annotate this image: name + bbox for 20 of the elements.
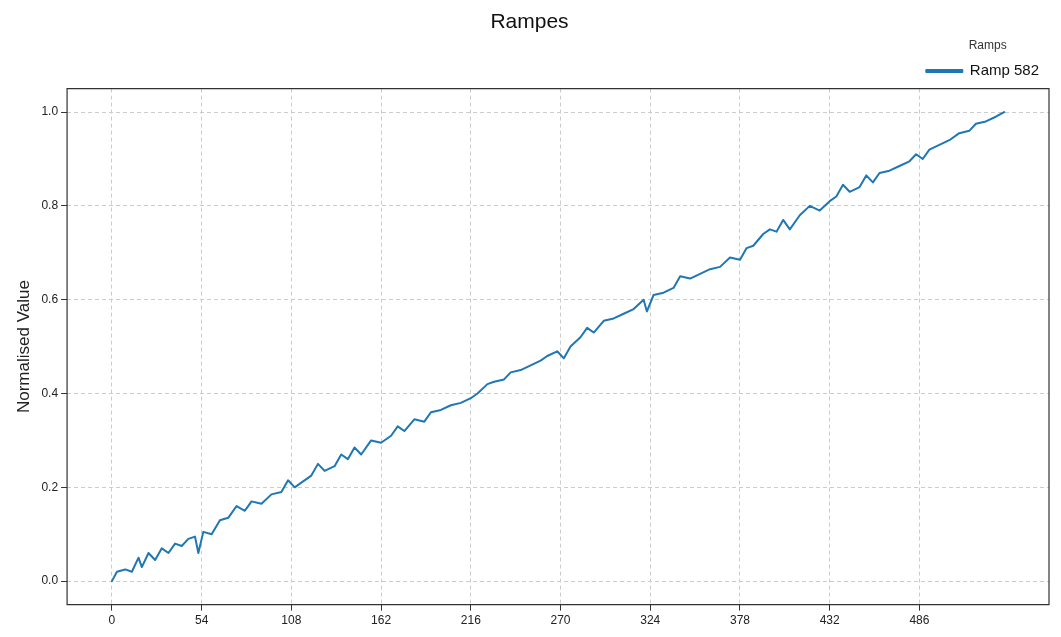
- y-tick-label: 0.6: [41, 292, 59, 306]
- x-tick-label: 108: [281, 613, 302, 628]
- legend-title: Ramps: [968, 37, 1007, 52]
- x-tick-label: 216: [460, 613, 482, 628]
- y-tick-label: 0.8: [41, 198, 59, 213]
- x-tick-label: 162: [371, 613, 392, 628]
- x-tick-label: 270: [550, 613, 571, 628]
- legend-label: Ramp 582: [969, 61, 1040, 79]
- x-tick-label: 486: [909, 613, 930, 628]
- y-tick-label: 0.4: [41, 385, 59, 400]
- x-tick-label: 54: [194, 613, 209, 628]
- y-tick-label: 0.2: [41, 479, 59, 494]
- x-tick-label: 324: [640, 613, 661, 628]
- y-axis-title: Normalised Value: [13, 280, 33, 414]
- x-tick-label: 378: [729, 613, 751, 628]
- y-tick-label: 0.0: [41, 573, 59, 588]
- x-tick-label: 0: [108, 613, 116, 628]
- chart-title: Rampes: [490, 9, 569, 33]
- y-tick-label: 1.0: [41, 104, 59, 119]
- x-tick-label: 432: [819, 613, 841, 628]
